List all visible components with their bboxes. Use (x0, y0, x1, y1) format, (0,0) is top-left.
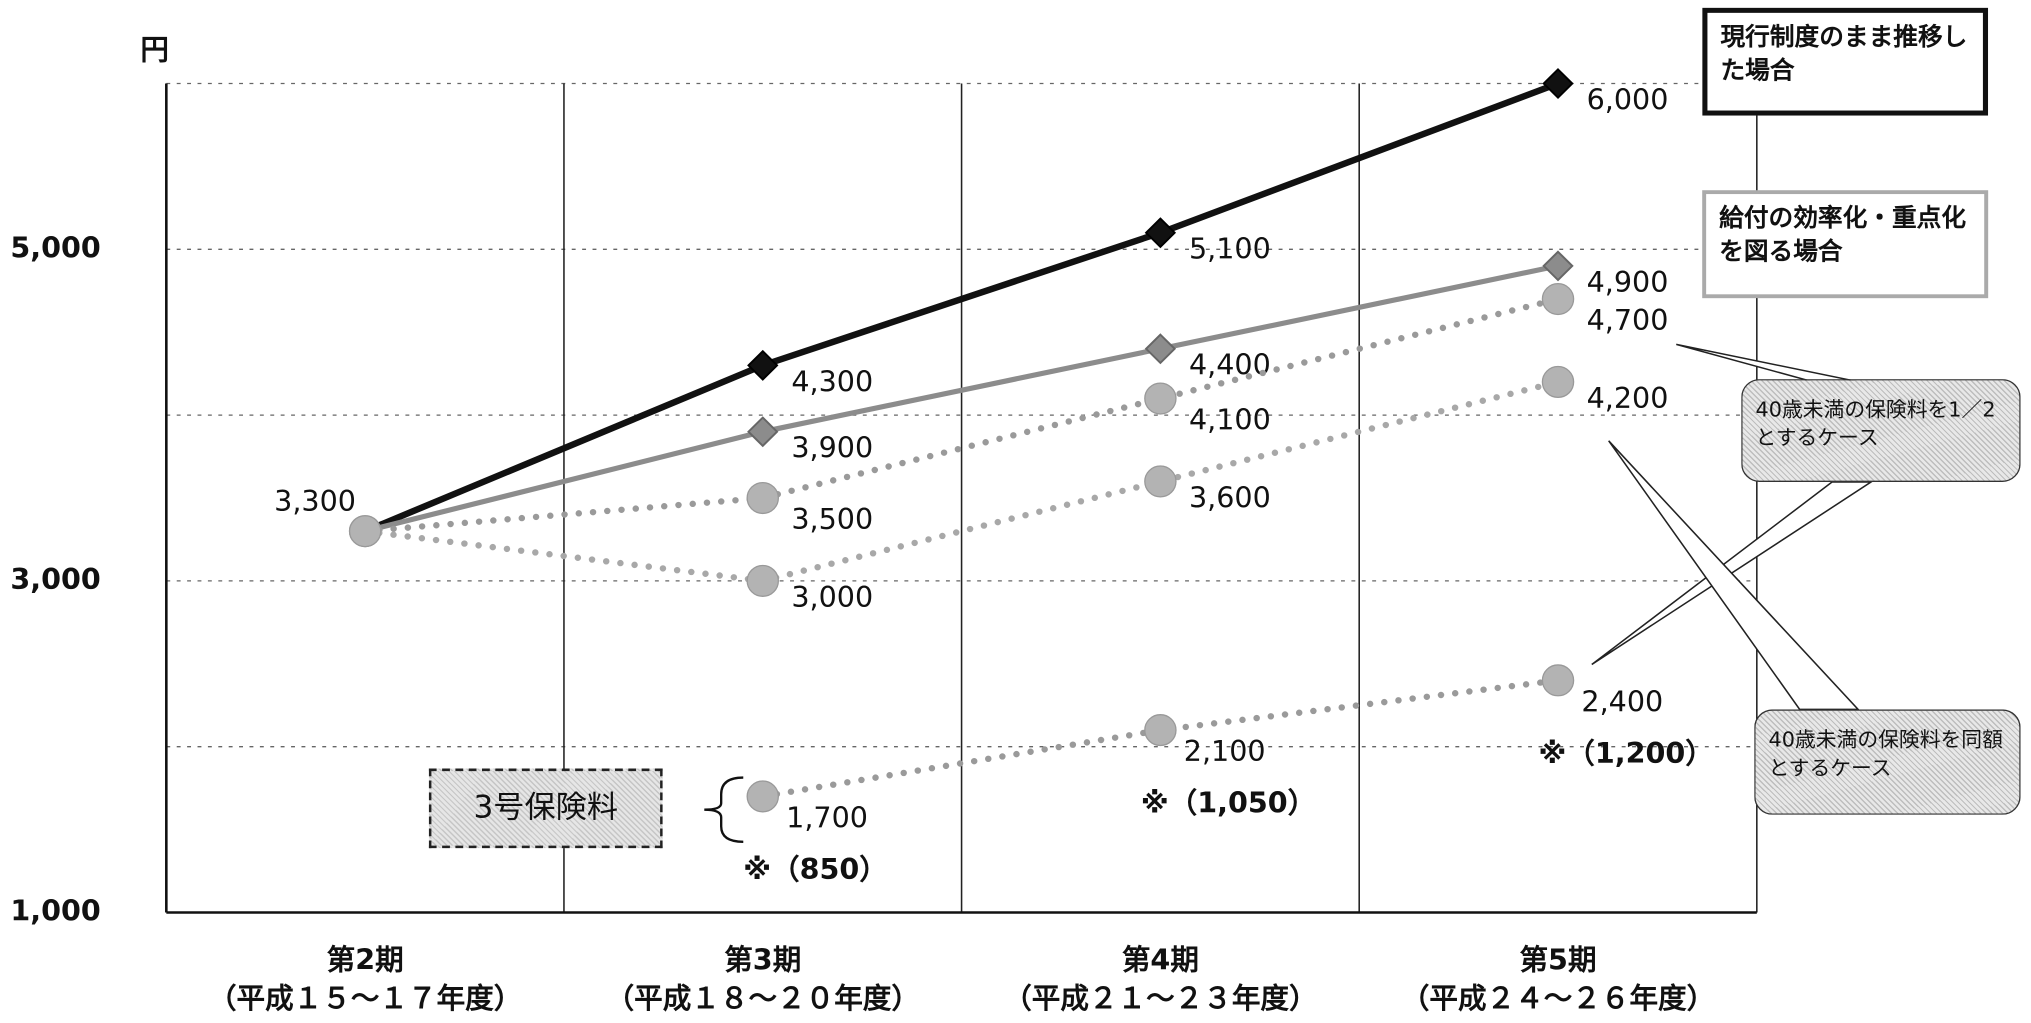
data-point (1144, 465, 1177, 498)
data-label: 4,300 (791, 365, 873, 398)
legend-entry: 給付の効率化・重点化を図る場合 (1702, 190, 1989, 299)
data-point (746, 481, 780, 515)
data-point (1144, 217, 1177, 249)
data-label: 4,900 (1587, 266, 1669, 299)
x-tick-label: 第2期 (327, 943, 404, 976)
legend-entry: 40歳未満の保険料を同額とするケース (1754, 709, 2021, 815)
data-point (746, 780, 780, 813)
data-label: 2,100 (1184, 735, 1266, 768)
data-label: 3,900 (791, 432, 873, 465)
x-tick-label: 第4期 (1122, 943, 1199, 976)
data-point (747, 416, 779, 448)
data-note: ※（1,050） (1141, 787, 1316, 820)
data-label: 3,300 (274, 485, 356, 518)
series-line (361, 378, 1562, 585)
data-label: 6,000 (1587, 84, 1669, 117)
data-label: 5,100 (1189, 233, 1271, 266)
data-point (1144, 382, 1177, 415)
legend-box-frame: 給付の効率化・重点化を図る場合 (1702, 190, 1989, 299)
data-point (1542, 68, 1574, 100)
data-label: 4,700 (1587, 304, 1669, 337)
legend-entry: 現行制度のまま推移した場合 (1702, 7, 1989, 116)
legend-box-frame: 40歳未満の保険料を同額とするケース (1754, 709, 2021, 815)
x-tick-label: 第3期 (724, 943, 801, 976)
y-tick-label: 5,000 (10, 231, 100, 264)
legend-box-frame: 40歳未満の保険料を1／2とするケース (1741, 379, 2021, 482)
data-label: 4,400 (1189, 349, 1271, 382)
data-label: 2,400 (1581, 686, 1663, 719)
data-point (348, 515, 382, 548)
data-label: 1,700 (786, 802, 868, 835)
legend-box-frame: 3号保険料 (428, 768, 663, 849)
legend-entry: 3号保険料 (428, 768, 663, 849)
callout-pointer (1676, 343, 1859, 383)
data-label: 4,100 (1189, 404, 1271, 437)
data-point (747, 349, 779, 381)
x-tick-label: 第5期 (1519, 943, 1596, 976)
x-tick-sublabel: （平成１８～２０年度） (606, 982, 920, 1015)
data-note: ※（1,200） (1539, 737, 1714, 770)
callout-pointer (1608, 440, 1860, 711)
data-label: 4,200 (1587, 382, 1669, 415)
data-label: 3,500 (791, 503, 873, 536)
data-point (1541, 365, 1575, 399)
y-tick-label: 3,000 (10, 563, 100, 596)
y-tick-label: 1,000 (10, 895, 100, 928)
data-point (1144, 714, 1177, 747)
y-axis-label: 円 (140, 34, 169, 67)
x-tick-sublabel: （平成２４～２６年度） (1401, 982, 1715, 1015)
data-label: 3,600 (1189, 482, 1271, 515)
data-point (746, 564, 780, 597)
data-label: 3,000 (791, 581, 873, 614)
data-note: ※（850） (743, 853, 888, 886)
series-line (361, 295, 1562, 535)
data-point (1541, 664, 1575, 697)
brace (704, 776, 744, 843)
x-tick-sublabel: （平成２１～２３年度） (1003, 982, 1317, 1015)
series-line (364, 263, 1559, 534)
legend-box-frame: 現行制度のまま推移した場合 (1702, 7, 1989, 116)
data-point (1144, 333, 1177, 365)
data-point (1542, 250, 1574, 282)
series-line (363, 80, 1560, 535)
legend-entry: 40歳未満の保険料を1／2とするケース (1741, 379, 2021, 482)
x-tick-sublabel: （平成１５～１７年度） (208, 982, 522, 1015)
data-point (1541, 282, 1575, 316)
